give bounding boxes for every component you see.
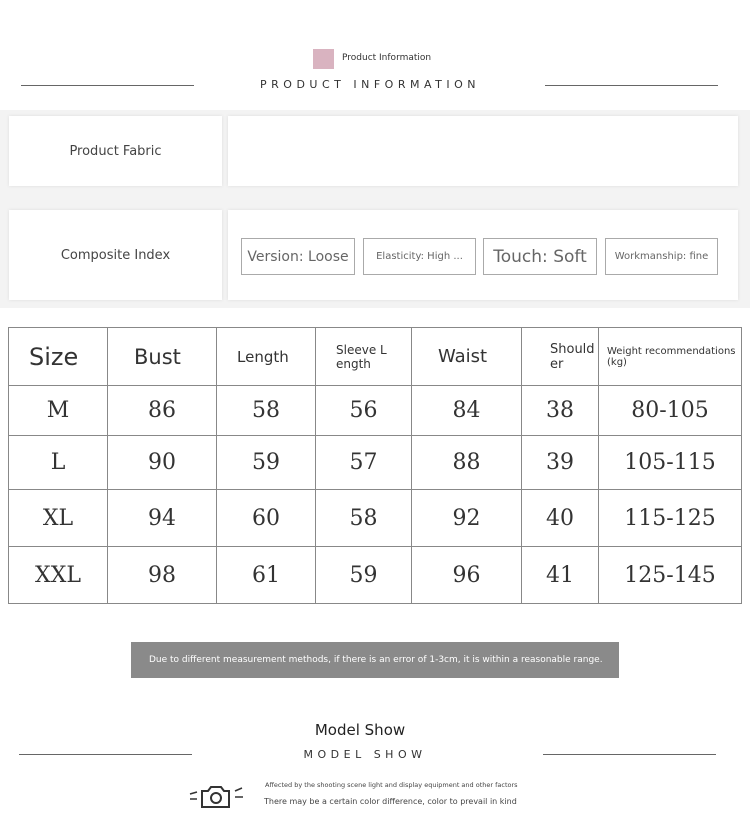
table-cell: 59 (216, 435, 316, 490)
table-cell: 94 (107, 489, 217, 547)
table-cell: 59 (315, 546, 412, 604)
table-body: M 86 58 56 84 38 80-105 L 90 59 57 88 39 105-115 XL 94 6… (8, 385, 742, 604)
header-sleeve: Sleeve L ength (315, 327, 412, 386)
camera-icon (189, 786, 243, 808)
divider (545, 85, 718, 86)
table-cell: 88 (411, 435, 522, 490)
table-cell: 38 (521, 385, 599, 436)
color-swatch (313, 49, 334, 69)
table-cell: 61 (216, 546, 316, 604)
header-size: Size (8, 327, 108, 386)
table-cell: 115-125 (598, 489, 742, 547)
table-cell: 58 (315, 489, 412, 547)
chip-version: Version: Loose (241, 238, 355, 275)
section-title: PRODUCT INFORMATION (260, 78, 480, 91)
header-shoulder: Shoulder (521, 327, 599, 386)
table-cell: 58 (216, 385, 316, 436)
table-cell: 86 (107, 385, 217, 436)
table-row: XL 94 60 58 92 40 115-125 (8, 489, 742, 547)
table-header-row: Size Bust Length Sleeve L ength Waist Sh… (8, 327, 742, 386)
composite-label: Composite Index (9, 210, 222, 300)
model-show-title: Model Show (314, 721, 406, 739)
table-cell: XXL (8, 546, 108, 604)
divider (543, 754, 716, 755)
table-cell: 80-105 (598, 385, 742, 436)
fabric-label: Product Fabric (9, 116, 222, 186)
table-cell: 41 (521, 546, 599, 604)
table-cell: 90 (107, 435, 217, 490)
table-cell: 56 (315, 385, 412, 436)
table-cell: 98 (107, 546, 217, 604)
header-bust: Bust (107, 327, 217, 386)
header-length: Length (216, 327, 316, 386)
table-cell: 84 (411, 385, 522, 436)
size-table: Size Bust Length Sleeve L ength Waist Sh… (8, 327, 742, 604)
table-cell: XL (8, 489, 108, 547)
model-note-2: There may be a certain color difference,… (264, 797, 517, 806)
model-show-spaced-title: MODEL SHOW (303, 748, 427, 761)
header-waist: Waist (411, 327, 522, 386)
table-cell: 125-145 (598, 546, 742, 604)
header-weight: Weight recommendations (kg) (598, 327, 742, 386)
table-row: XXL 98 61 59 96 41 125-145 (8, 546, 742, 604)
divider (21, 85, 194, 86)
table-cell: 105-115 (598, 435, 742, 490)
chip-workmanship: Workmanship: fine (605, 238, 718, 275)
table-cell: 96 (411, 546, 522, 604)
chip-touch: Touch: Soft (483, 238, 597, 275)
table-cell: 39 (521, 435, 599, 490)
model-note-1: Affected by the shooting scene light and… (265, 781, 518, 789)
table-row: L 90 59 57 88 39 105-115 (8, 435, 742, 490)
table-cell: 92 (411, 489, 522, 547)
section-subtitle: Product Information (342, 53, 432, 63)
measurement-note: Due to different measurement methods, if… (131, 642, 619, 678)
chip-elasticity: Elasticity: High ... (363, 238, 476, 275)
table-cell: M (8, 385, 108, 436)
fabric-value (228, 116, 738, 186)
table-cell: 57 (315, 435, 412, 490)
table-cell: 40 (521, 489, 599, 547)
divider (19, 754, 192, 755)
table-cell: L (8, 435, 108, 490)
table-row: M 86 58 56 84 38 80-105 (8, 385, 742, 436)
table-cell: 60 (216, 489, 316, 547)
